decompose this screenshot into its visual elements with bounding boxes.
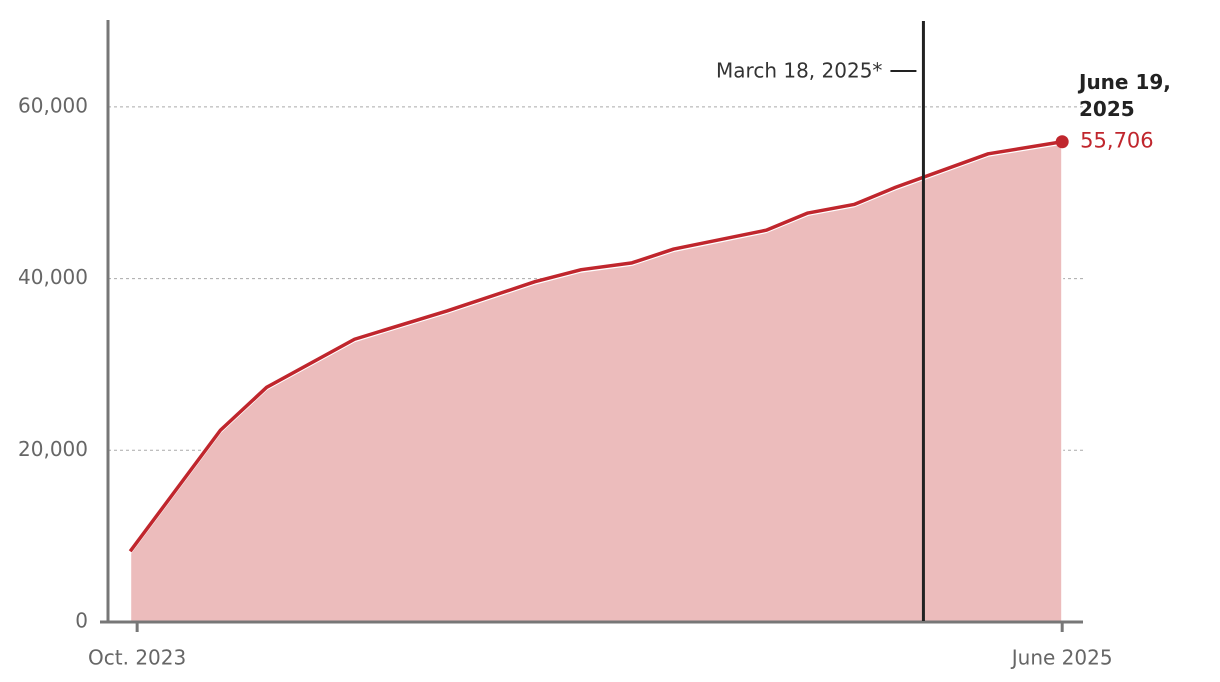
end-date-label: June 19, 2025 [1079, 70, 1171, 121]
y-tick-label: 40,000 [18, 265, 88, 289]
x-tick-label: June 2025 [1010, 646, 1113, 670]
annotation-text: March 18, 2025* [716, 59, 882, 83]
y-tick-label: 60,000 [18, 93, 88, 117]
y-tick-label: 0 [75, 609, 88, 633]
y-tick-label: 20,000 [18, 437, 88, 461]
area-fill [129, 142, 1064, 623]
x-tick-label: Oct. 2023 [88, 646, 186, 670]
end-value-label: 55,706 [1080, 129, 1153, 153]
end-point [1055, 135, 1069, 149]
line [128, 139, 1063, 553]
